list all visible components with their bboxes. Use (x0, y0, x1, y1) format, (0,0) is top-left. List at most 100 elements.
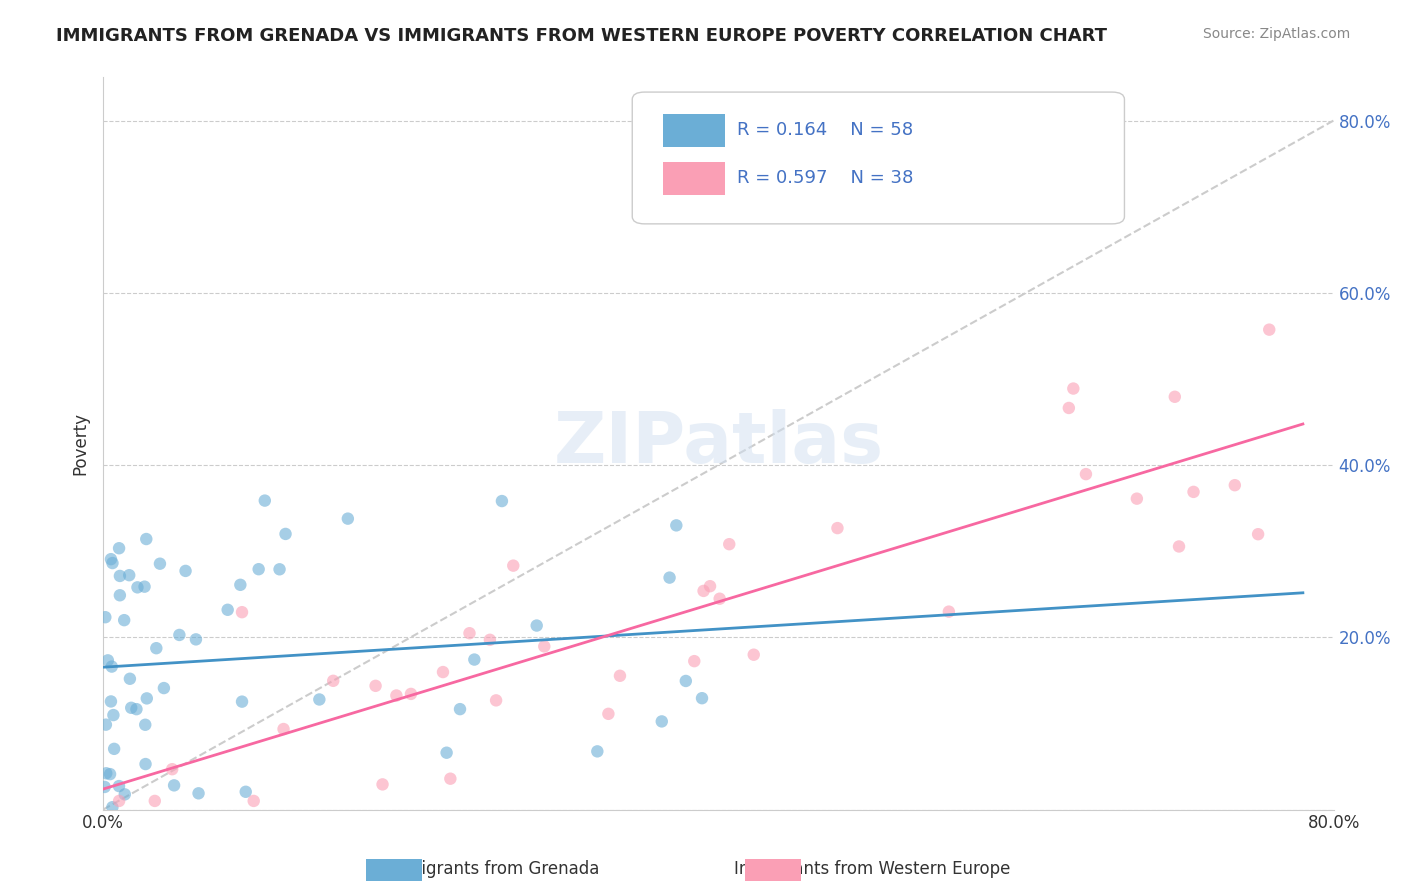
Point (135, 532, 157, 546)
Point (135, 757, 157, 772)
Point (163, 778, 186, 792)
Point (231, 695, 253, 709)
Point (217, 603, 239, 617)
Point (274, 527, 297, 541)
FancyBboxPatch shape (633, 92, 1125, 224)
Point (112, 613, 135, 627)
Point (533, 640, 555, 654)
Point (1074, 467, 1097, 482)
Point (103, 742, 125, 756)
Point (651, 714, 673, 729)
Point (827, 521, 849, 535)
Point (436, 746, 458, 760)
Point (658, 571, 681, 585)
Point (491, 494, 513, 508)
Point (93, 780, 115, 794)
FancyBboxPatch shape (664, 114, 724, 147)
Text: ZIPatlas: ZIPatlas (554, 409, 883, 478)
Point (100, 659, 122, 673)
Text: IMMIGRANTS FROM GRENADA VS IMMIGRANTS FROM WESTERN EUROPE POVERTY CORRELATION CH: IMMIGRANTS FROM GRENADA VS IMMIGRANTS FR… (56, 27, 1108, 45)
Point (94, 610, 117, 624)
Point (229, 578, 252, 592)
Point (235, 785, 257, 799)
Point (143, 794, 166, 808)
Point (108, 779, 131, 793)
Point (108, 569, 131, 583)
Point (502, 558, 524, 573)
Point (94, 717, 117, 731)
Point (1223, 478, 1246, 492)
Point (742, 648, 765, 662)
Point (1126, 491, 1149, 506)
Point (1164, 390, 1187, 404)
Point (134, 580, 156, 594)
Point (526, 618, 548, 632)
Point (127, 580, 149, 594)
Point (458, 626, 481, 640)
Point (269, 562, 291, 576)
Point (160, 762, 183, 776)
Text: R = 0.164    N = 58: R = 0.164 N = 58 (737, 121, 912, 139)
Point (938, 605, 960, 619)
Point (690, 691, 713, 706)
Point (1168, 540, 1191, 554)
Point (432, 665, 454, 679)
Point (169, 628, 191, 642)
Point (153, 681, 176, 695)
Point (371, 777, 394, 791)
Point (231, 605, 253, 619)
Point (98, 767, 121, 781)
Point (187, 786, 209, 800)
Point (253, 493, 276, 508)
Point (108, 541, 131, 556)
Point (308, 692, 330, 706)
Point (96, 766, 118, 780)
Point (665, 518, 688, 533)
Point (101, 800, 124, 814)
Point (101, 556, 124, 570)
Point (449, 702, 471, 716)
Text: R = 0.597    N = 38: R = 0.597 N = 38 (737, 169, 914, 186)
Point (463, 652, 485, 666)
Point (145, 641, 167, 656)
Point (149, 557, 172, 571)
Text: Immigrants from Grenada: Immigrants from Grenada (384, 860, 600, 878)
Point (699, 579, 721, 593)
Point (439, 772, 461, 786)
Point (586, 744, 609, 758)
Point (108, 588, 131, 602)
Point (675, 673, 697, 688)
Point (100, 552, 122, 566)
Point (1247, 527, 1270, 541)
Point (125, 702, 148, 716)
Point (709, 591, 731, 606)
Point (242, 794, 264, 808)
Point (135, 691, 157, 706)
Point (609, 669, 631, 683)
Point (692, 583, 714, 598)
Point (100, 694, 122, 708)
Point (1062, 382, 1084, 396)
Point (120, 700, 142, 714)
Point (97, 653, 120, 667)
Y-axis label: Poverty: Poverty (72, 412, 89, 475)
Point (108, 794, 131, 808)
Point (598, 706, 620, 721)
Point (184, 632, 207, 647)
Point (174, 564, 197, 578)
Point (1258, 323, 1281, 337)
Point (364, 679, 387, 693)
FancyBboxPatch shape (664, 161, 724, 194)
Point (134, 718, 156, 732)
Point (118, 568, 141, 582)
Point (385, 689, 408, 703)
Point (336, 511, 359, 525)
Point (247, 562, 270, 576)
Text: Source: ZipAtlas.com: Source: ZipAtlas.com (1202, 27, 1350, 41)
Text: Immigrants from Western Europe: Immigrants from Western Europe (734, 860, 1010, 878)
Point (1057, 401, 1080, 415)
Point (1182, 484, 1205, 499)
Point (478, 632, 501, 647)
Point (103, 708, 125, 723)
Point (322, 673, 344, 688)
